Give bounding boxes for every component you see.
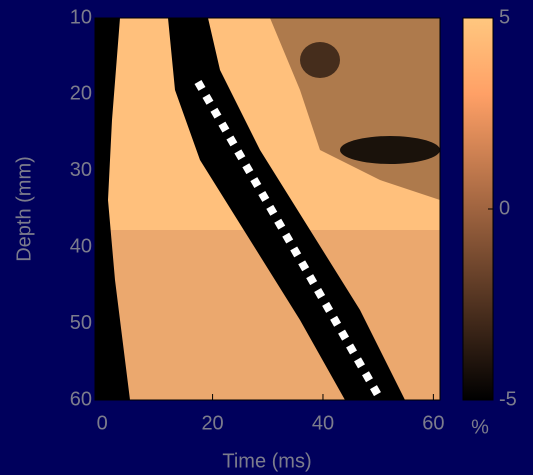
x-tick-label: 0 — [97, 412, 108, 434]
y-tick-label: 50 — [70, 312, 92, 334]
y-tick-label: 10 — [70, 6, 92, 28]
x-tick-label: 20 — [201, 412, 223, 434]
colorbar-tick-label: -5 — [499, 388, 517, 410]
y-tick-label: 40 — [70, 235, 92, 257]
colorbar-label: % — [471, 416, 489, 438]
plot-frame — [94, 17, 441, 401]
y-axis-label: Depth (mm) — [13, 156, 35, 262]
x-axis-label: Time (ms) — [222, 450, 311, 472]
colorbar-tick-label: 5 — [499, 6, 510, 28]
y-tick-label: 60 — [70, 388, 92, 410]
x-tick-label: 60 — [422, 412, 444, 434]
colorbar-tick-label: 0 — [499, 197, 510, 219]
heatmap-image — [95, 18, 440, 400]
y-tick-label: 30 — [70, 159, 92, 181]
y-tick-label: 20 — [70, 83, 92, 105]
x-tick-label: 40 — [312, 412, 334, 434]
